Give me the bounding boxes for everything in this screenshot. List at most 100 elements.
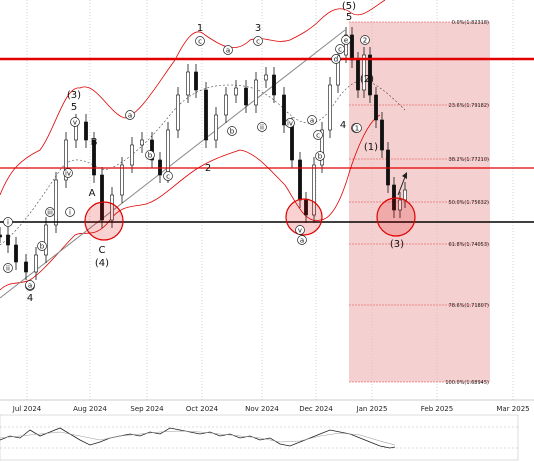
wave-circle <box>70 117 80 127</box>
x-tick-label: Dec 2024 <box>299 405 333 413</box>
candle-body <box>176 94 180 131</box>
candle-body <box>34 254 38 273</box>
candle-body <box>6 234 10 246</box>
wave-circle <box>257 122 267 132</box>
candle-body <box>130 144 134 166</box>
wave-circle-label: b <box>148 152 153 160</box>
candle-body <box>374 94 378 121</box>
x-tick-label: Jul 2024 <box>12 405 42 413</box>
candle-body <box>312 164 316 216</box>
fib-level-label: 23.6%(1.79182) <box>449 103 490 109</box>
fib-level-label: 0.0%(1.82318) <box>452 20 489 26</box>
wave-label: 1 <box>197 23 203 34</box>
trendline <box>0 29 346 299</box>
wave-label: (4) <box>95 258 109 269</box>
candle-body <box>14 244 18 263</box>
candle-body <box>54 179 58 226</box>
wave-circle <box>295 225 305 235</box>
wave-label: 5 <box>71 102 77 113</box>
wave-circle <box>163 171 173 181</box>
wave-circle-label: ii <box>6 265 10 273</box>
candle-body <box>272 74 276 96</box>
fib-level-label: 78.6%(1.71807) <box>449 303 490 309</box>
wave-circle-label: v <box>73 119 77 127</box>
wave-circle <box>360 35 370 45</box>
x-tick-label: Mar 2025 <box>496 405 529 413</box>
wave-circle <box>315 151 325 161</box>
wave-circle-label: a <box>226 47 230 55</box>
x-tick-label: Oct 2024 <box>186 405 219 413</box>
candle-body <box>244 87 248 106</box>
middle-band <box>0 79 406 246</box>
wave-circle-label: a <box>28 282 32 290</box>
wave-label: (5) <box>342 1 356 12</box>
oscillator-line <box>0 427 396 449</box>
wave-circle <box>65 207 75 217</box>
wave-circle-label: c <box>316 132 320 140</box>
candle-body <box>362 54 366 91</box>
candle-body <box>344 34 348 56</box>
wave-circle <box>3 217 13 227</box>
candle-body <box>298 159 302 201</box>
candle-body <box>44 224 48 256</box>
fib-lines <box>349 21 490 383</box>
fib-level-label: 50.0%(1.75632) <box>449 200 490 206</box>
wave-circle-label: iv <box>287 120 293 128</box>
oscillator-signal-line <box>0 430 396 446</box>
wave-circle <box>297 235 307 245</box>
candle-body <box>328 84 332 131</box>
wave-circle-label: b <box>40 243 45 251</box>
candle-body <box>254 79 258 106</box>
candle-body <box>150 139 154 161</box>
wave-labels: (3) 5 B A C (4) 4 1 2 3 4 5 (5) (2) (1) … <box>27 1 404 304</box>
candle-body <box>186 71 190 96</box>
candle-body <box>368 54 372 96</box>
wave-label: (3) <box>67 90 81 101</box>
wave-circle <box>307 115 317 125</box>
wave-circle-label: d <box>334 56 338 64</box>
projection-arrow <box>397 176 406 196</box>
wave-circle-label: 2 <box>363 37 367 45</box>
candle-body <box>380 119 384 151</box>
wave-label: B <box>91 137 98 148</box>
candle-body <box>350 34 354 61</box>
candle-body <box>110 194 114 221</box>
x-tick-label: Sep 2024 <box>130 405 164 413</box>
wave-circle <box>341 35 351 45</box>
fib-level-label: 61.8%(1.74053) <box>449 242 490 248</box>
wave-circle-label: a <box>300 237 304 245</box>
wave-label: 3 <box>255 23 261 34</box>
wave-circle <box>45 207 55 217</box>
wave-circle <box>195 36 205 46</box>
wave-circle <box>352 123 362 133</box>
wave-circle-label: v <box>298 227 302 235</box>
x-tick-label: Feb 2025 <box>421 405 453 413</box>
oscillator-panel <box>0 414 519 461</box>
wave-label: (1) <box>364 142 378 153</box>
wave-circle-label: i <box>7 219 9 227</box>
candle-body <box>64 139 68 181</box>
candle-body <box>264 74 268 81</box>
upper-band <box>0 0 386 196</box>
candle-body <box>282 94 286 126</box>
candle-body <box>204 89 208 141</box>
wave-label: 4 <box>27 293 33 304</box>
candle-body <box>84 121 88 141</box>
fib-labels: 0.0%(1.82318) 23.6%(1.79182) 38.2%(1.77210… <box>445 20 489 386</box>
x-tick-label: Nov 2024 <box>245 405 279 413</box>
wave-circle-label: b <box>230 128 235 136</box>
circled-wave-labels: iiiiiiivvicababcabciiivvaabcdceic21 <box>3 35 370 291</box>
wave-circle <box>37 241 47 251</box>
wave-label: 4 <box>340 120 346 131</box>
wave-circle <box>145 150 155 160</box>
wave-label: C <box>99 245 106 256</box>
wave-circle-label: c <box>198 38 202 46</box>
candle-body <box>398 199 402 211</box>
support-touch-circle-nov <box>285 198 323 236</box>
candle-body <box>194 71 198 91</box>
candle-body <box>214 114 218 141</box>
arrow-head-icon <box>402 172 407 179</box>
wave-circle <box>63 168 73 178</box>
